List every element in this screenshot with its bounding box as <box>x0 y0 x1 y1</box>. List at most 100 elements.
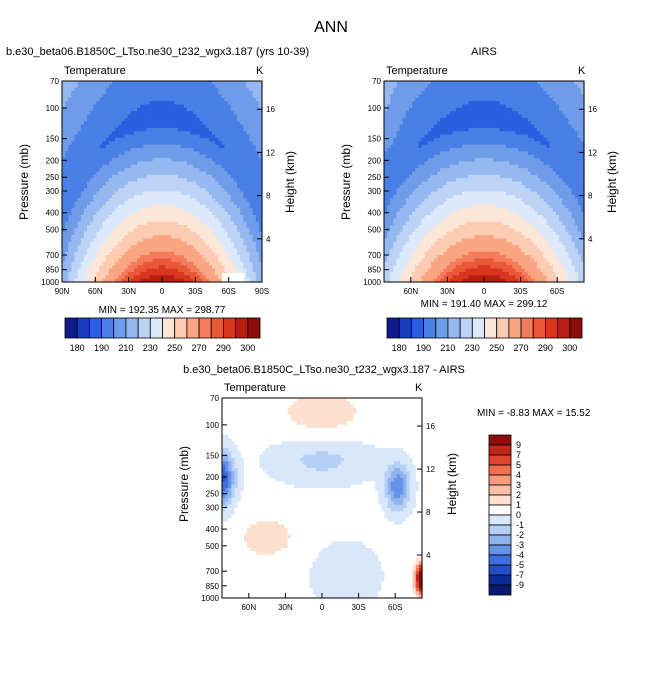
panel-obs: AIRS Temperature K 701001502002503004005… <box>339 46 619 353</box>
p1-cell <box>96 144 101 149</box>
p1-cell <box>230 91 235 95</box>
p1-cell <box>240 131 244 136</box>
p1-cell <box>87 81 91 85</box>
p1-cell <box>99 111 104 116</box>
p1-cell <box>193 137 197 142</box>
p1-cell <box>252 121 257 126</box>
p1-cell <box>90 87 94 92</box>
p1-cell <box>180 134 185 139</box>
p1-cell <box>199 91 204 95</box>
p1-cell <box>165 94 169 99</box>
p1-cell <box>90 94 94 99</box>
p1-cell <box>146 91 151 95</box>
p1-cbar-box <box>125 317 139 339</box>
p1-cell <box>112 84 116 89</box>
p1-cell <box>158 84 163 89</box>
p1-cell <box>190 127 194 132</box>
p1-cell <box>243 114 247 119</box>
p1-cell <box>127 101 132 106</box>
p1-cell <box>90 131 94 136</box>
p1-cell <box>215 97 219 102</box>
p1-cell <box>140 101 144 106</box>
p1-cell <box>168 141 172 146</box>
p1-cell <box>140 81 144 85</box>
p1-cell <box>80 94 85 99</box>
p1-cell <box>255 131 260 136</box>
p1-cell <box>68 131 72 136</box>
p1-cell <box>199 141 204 146</box>
p1-cell <box>187 124 191 129</box>
p1-cell <box>127 81 132 85</box>
p1-cell <box>149 97 154 102</box>
p1-cell <box>202 114 207 119</box>
p1-cell <box>105 114 110 119</box>
p1-cell <box>190 131 194 136</box>
p1-cell <box>199 87 204 92</box>
p1-cbar-box <box>76 317 90 339</box>
p1-cell <box>212 111 216 116</box>
p1-cell <box>96 121 101 126</box>
p1-cell <box>96 81 101 85</box>
p1-cell <box>102 81 107 85</box>
p1-cell <box>80 134 85 139</box>
p1-cell <box>246 97 251 102</box>
p1-cell <box>115 137 119 142</box>
p1-cell <box>162 131 166 136</box>
p1-cell <box>102 127 107 132</box>
p1-cell <box>96 127 101 132</box>
p1-cell <box>165 137 169 142</box>
p1-cell <box>71 121 76 126</box>
p1-cell <box>187 87 191 92</box>
p1-cell <box>199 117 204 122</box>
panel-model-title: b.e30_beta06.B1850C_LTso.ne30_t232_wgx3.… <box>6 46 309 58</box>
p1-cell <box>62 141 66 146</box>
p1-cell <box>118 107 122 112</box>
p1-cell <box>249 111 254 116</box>
p1-cell <box>190 87 194 92</box>
p1-cell <box>68 114 72 119</box>
p1-cell <box>102 104 107 109</box>
p1-cell <box>121 91 126 95</box>
p1-cell <box>130 137 135 142</box>
p1-cell <box>65 97 69 102</box>
p1-cell <box>108 137 113 142</box>
p1-cell <box>227 94 232 99</box>
p1-cell <box>258 94 263 99</box>
p1-cell <box>246 117 251 122</box>
p1-cell <box>246 87 251 92</box>
p1-cell <box>112 101 116 106</box>
p1-cell <box>140 111 144 116</box>
panel-model-ylabel: Pressure (mb) <box>17 144 31 220</box>
p1-cell <box>255 97 260 102</box>
p1-cell <box>240 111 244 116</box>
p1-cell <box>90 121 94 126</box>
p1-cell <box>227 137 232 142</box>
p1-cell <box>115 117 119 122</box>
p1-cell <box>240 81 244 85</box>
p1-cell <box>252 91 257 95</box>
p1-cell <box>243 94 247 99</box>
p1-cell <box>65 81 69 85</box>
p1-cell <box>71 84 76 89</box>
p1-cell <box>105 124 110 129</box>
p1-cell <box>183 104 188 109</box>
p1-cell <box>165 131 169 136</box>
p1-cell <box>230 87 235 92</box>
p1-cell <box>158 127 163 132</box>
p1-cell <box>168 101 172 106</box>
p1-cell <box>240 101 244 106</box>
p1-cell <box>162 134 166 139</box>
p1-cell <box>93 87 97 92</box>
p1-cell <box>258 81 263 85</box>
p1-cell <box>130 104 135 109</box>
p1-cell <box>165 104 169 109</box>
p1-cell <box>149 134 154 139</box>
p1-cell <box>118 87 122 92</box>
p1-cell <box>255 111 260 116</box>
p1-cell <box>146 97 151 102</box>
p1-cell <box>212 101 216 106</box>
p1-cell <box>218 134 222 139</box>
p1-cell <box>96 114 101 119</box>
p1-cell <box>230 137 235 142</box>
p1-cell <box>205 97 210 102</box>
